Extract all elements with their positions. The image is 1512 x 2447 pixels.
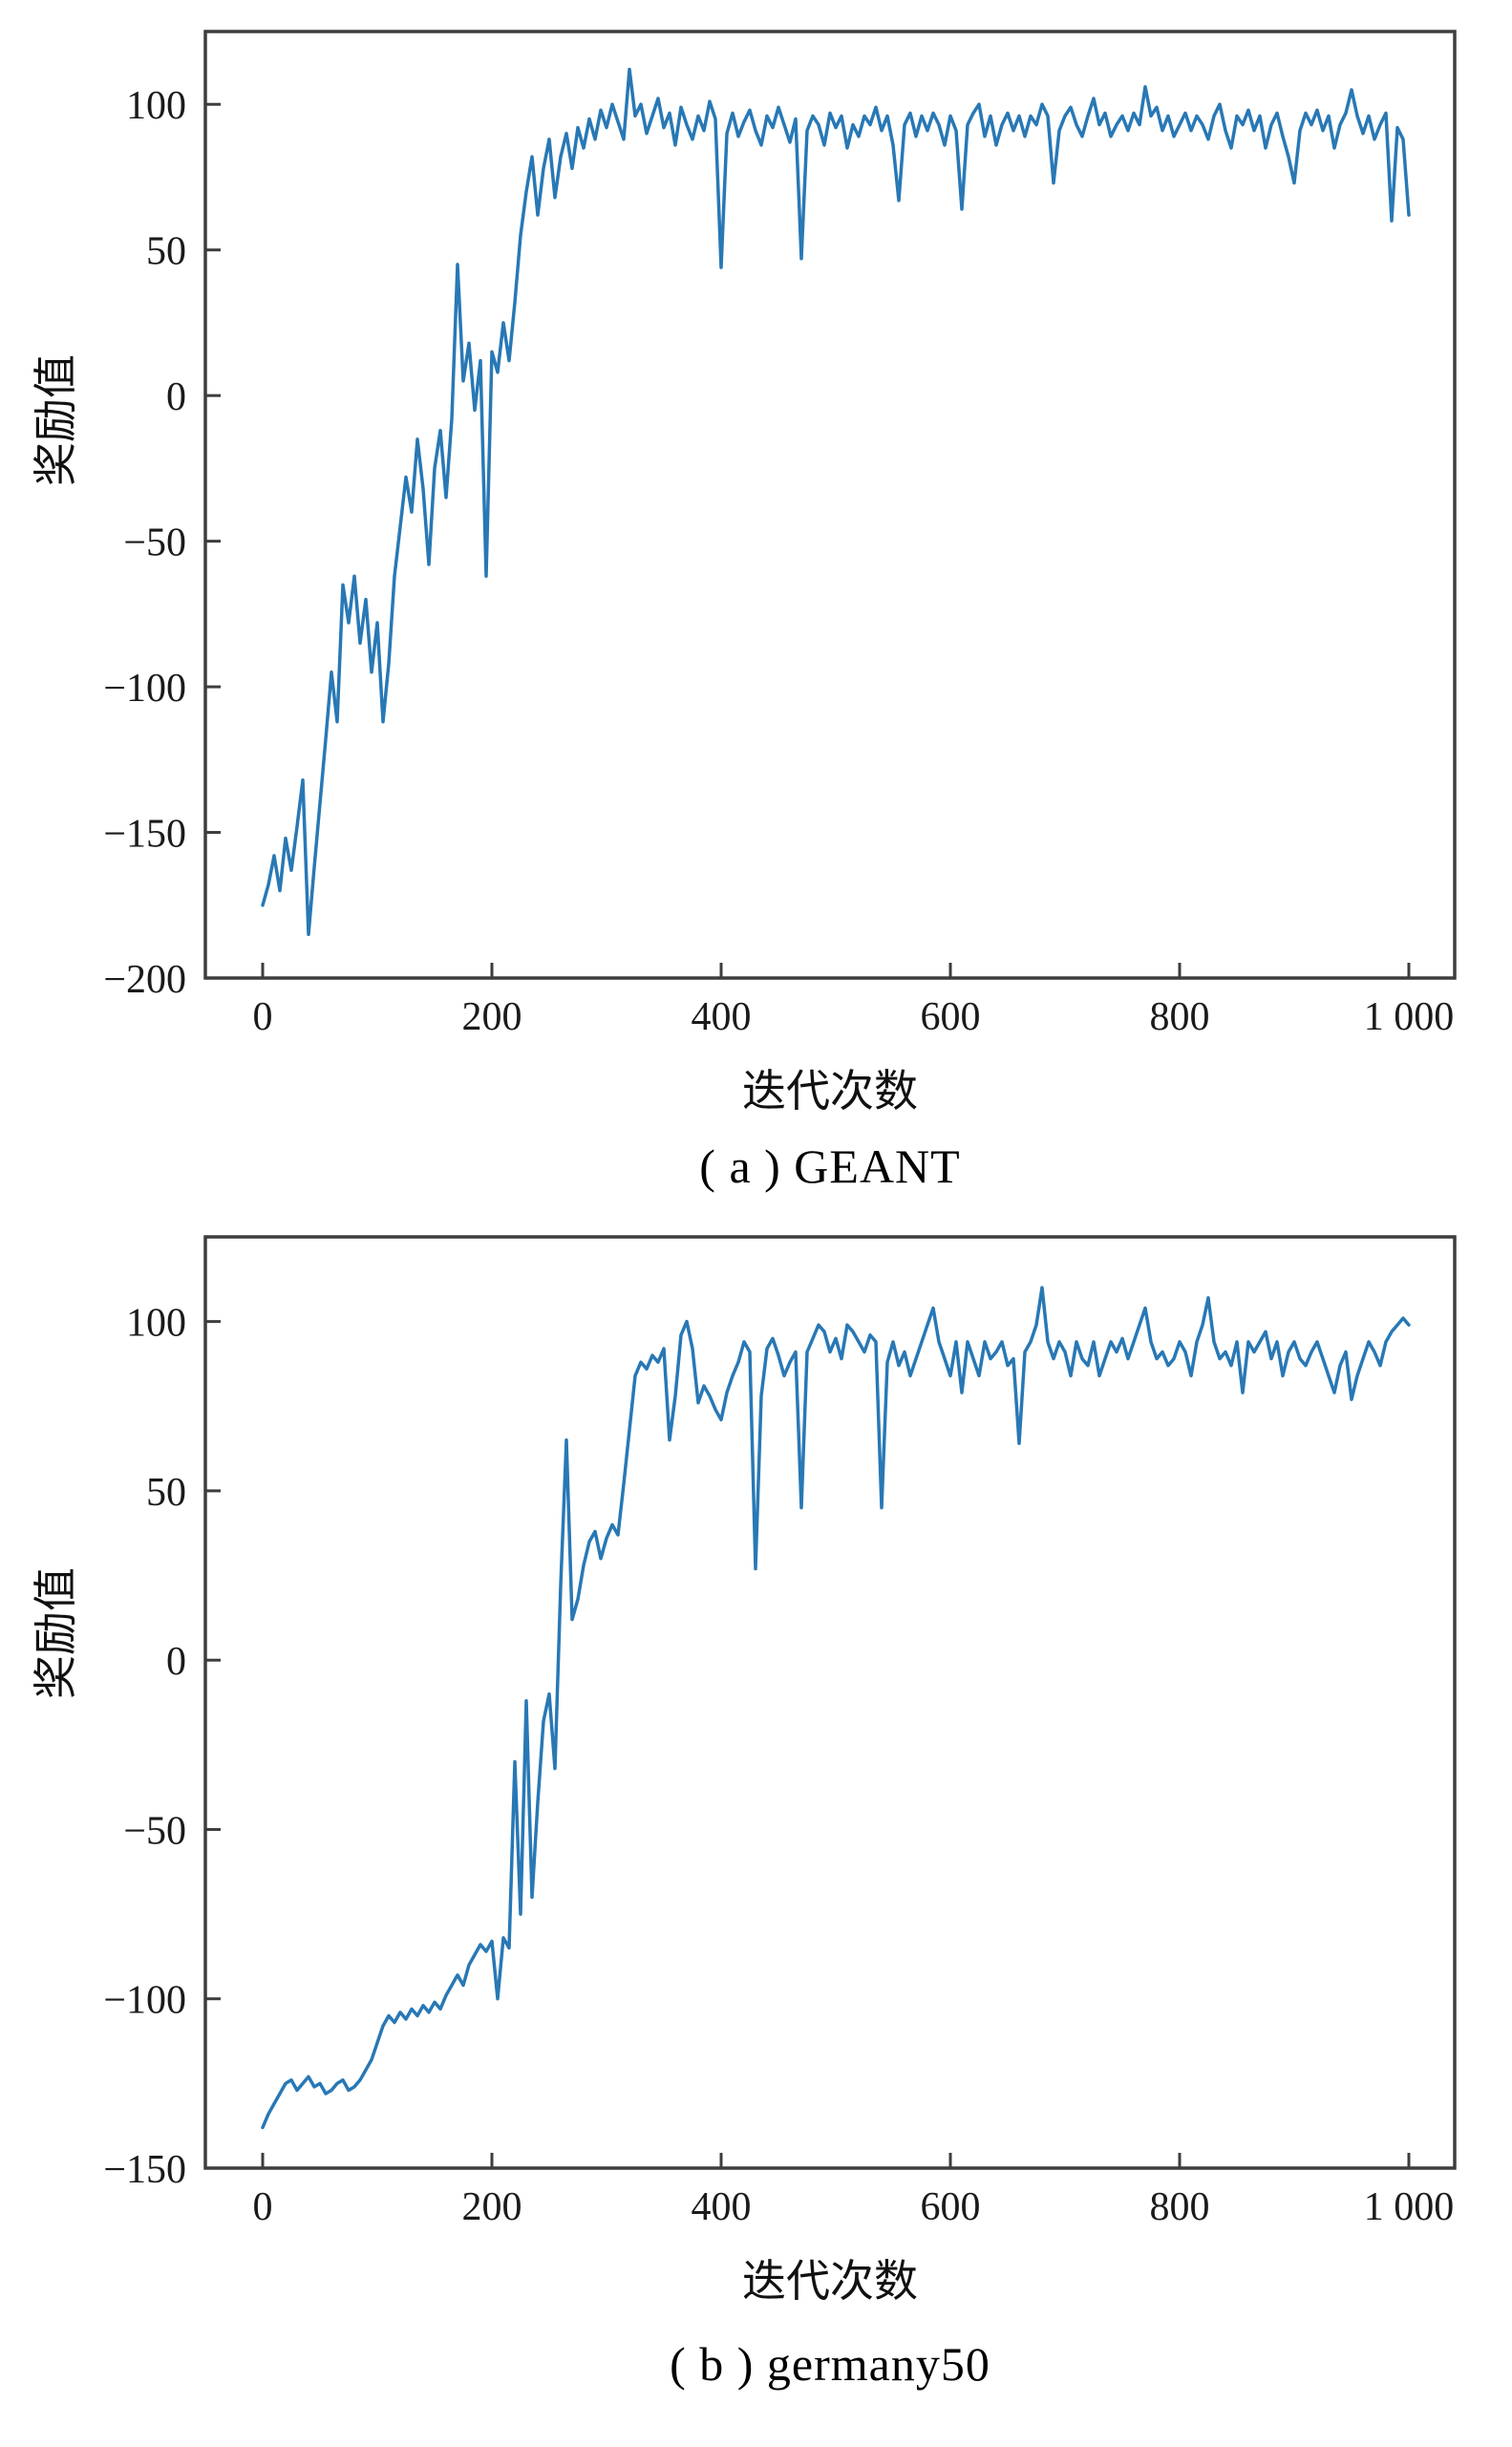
y-axis-label-germany50: 奖励值 — [32, 1567, 80, 1699]
x-axis-label-geant: 迭代次数 — [742, 1067, 918, 1116]
y-tick-label: −150 — [103, 813, 186, 857]
y-tick-label: 100 — [126, 84, 186, 128]
reward-line — [261, 67, 1411, 937]
reward-line — [261, 1286, 1411, 2130]
plot-box — [203, 1235, 1457, 2170]
reward-curve-chart-geant: 0 200 400 600 800 1 000 100 50 0 −50 −100 −150 −200 — [103, 30, 1457, 1039]
y-tick-label: −50 — [123, 1809, 186, 1853]
x-tick-label: 0 — [253, 2185, 273, 2229]
y-tick-label: −50 — [123, 521, 186, 565]
y-tick-label: −100 — [103, 1979, 186, 2023]
y-tick-label: 50 — [146, 230, 186, 274]
y-tick-label: 50 — [146, 1471, 186, 1515]
y-tick-label: 100 — [126, 1302, 186, 1346]
caption-geant: ( a ) GEANT — [699, 1139, 961, 1193]
plot-box — [203, 30, 1457, 980]
x-tick-label: 200 — [462, 995, 522, 1039]
y-axis-label-geant: 奖励值 — [32, 354, 80, 486]
y-tick-label: −150 — [103, 2148, 186, 2192]
x-tick-label: 400 — [692, 995, 752, 1039]
x-tick-label: 600 — [921, 995, 981, 1039]
caption-germany50: ( b ) germany50 — [670, 2337, 990, 2391]
y-tick-label: 0 — [166, 375, 186, 419]
x-tick-label: 1 000 — [1364, 2185, 1455, 2229]
y-tick-label: 0 — [166, 1640, 186, 1684]
x-tick-label: 0 — [253, 995, 273, 1039]
y-tick-label: −200 — [103, 958, 186, 1002]
reward-curve-chart-germany50: 0 200 400 600 800 1 000 100 50 0 −50 −100 −150 — [103, 1235, 1457, 2229]
x-tick-label: 200 — [462, 2185, 522, 2229]
x-tick-label: 600 — [921, 2185, 981, 2229]
x-axis-label-germany50: 迭代次数 — [742, 2257, 918, 2306]
x-tick-label: 1 000 — [1364, 995, 1455, 1039]
y-tick-label: −100 — [103, 667, 186, 711]
x-tick-label: 800 — [1150, 2185, 1210, 2229]
x-tick-label: 400 — [692, 2185, 752, 2229]
x-tick-label: 800 — [1150, 995, 1210, 1039]
